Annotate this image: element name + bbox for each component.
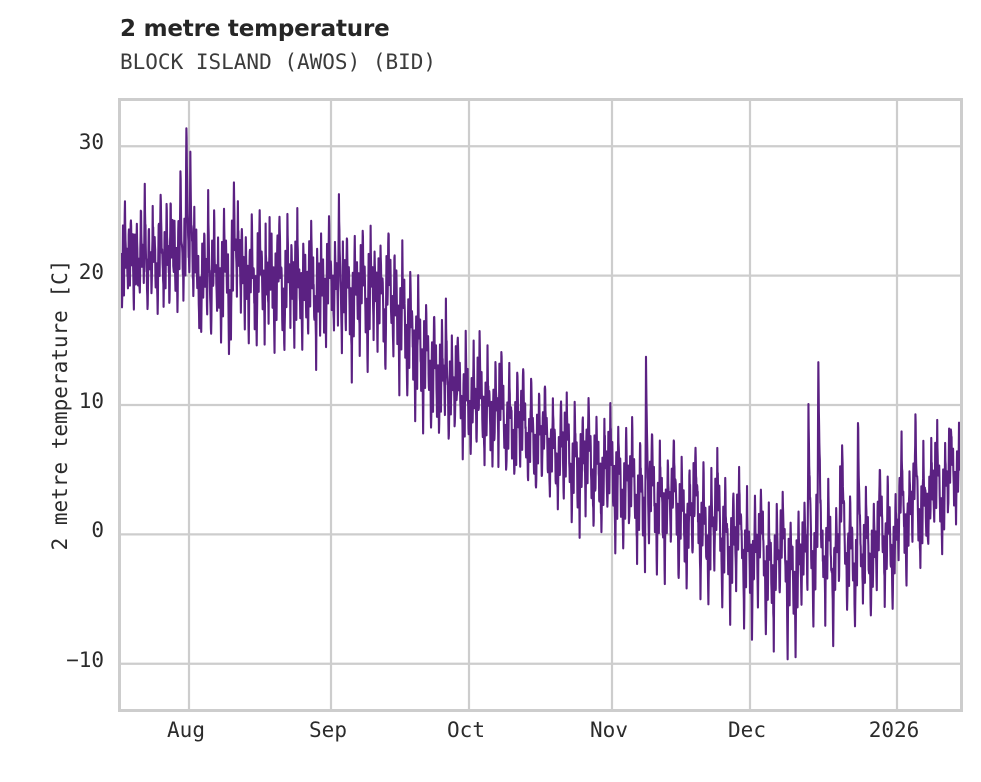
y-tick-label: −10	[66, 647, 104, 672]
data-series	[121, 127, 960, 661]
plot-area[interactable]	[118, 98, 963, 712]
gridlines	[121, 101, 960, 709]
x-tick-label: Aug	[167, 718, 205, 742]
y-tick-label: 0	[91, 518, 104, 543]
y-tick-label: 10	[78, 389, 104, 413]
chart-subtitle: BLOCK ISLAND (AWOS) (BID)	[120, 50, 437, 74]
temperature-line	[121, 127, 960, 661]
x-tick-label: Sep	[309, 718, 347, 742]
x-tick-label: Nov	[590, 718, 628, 742]
y-tick-label: 30	[78, 130, 104, 155]
plot-svg	[121, 101, 960, 709]
x-tick-label: Oct	[447, 718, 485, 742]
x-tick-label: 2026	[868, 718, 920, 742]
chart-title: 2 metre temperature	[120, 16, 390, 42]
y-tick-label: 20	[78, 259, 104, 284]
x-tick-label: Dec	[728, 718, 766, 742]
